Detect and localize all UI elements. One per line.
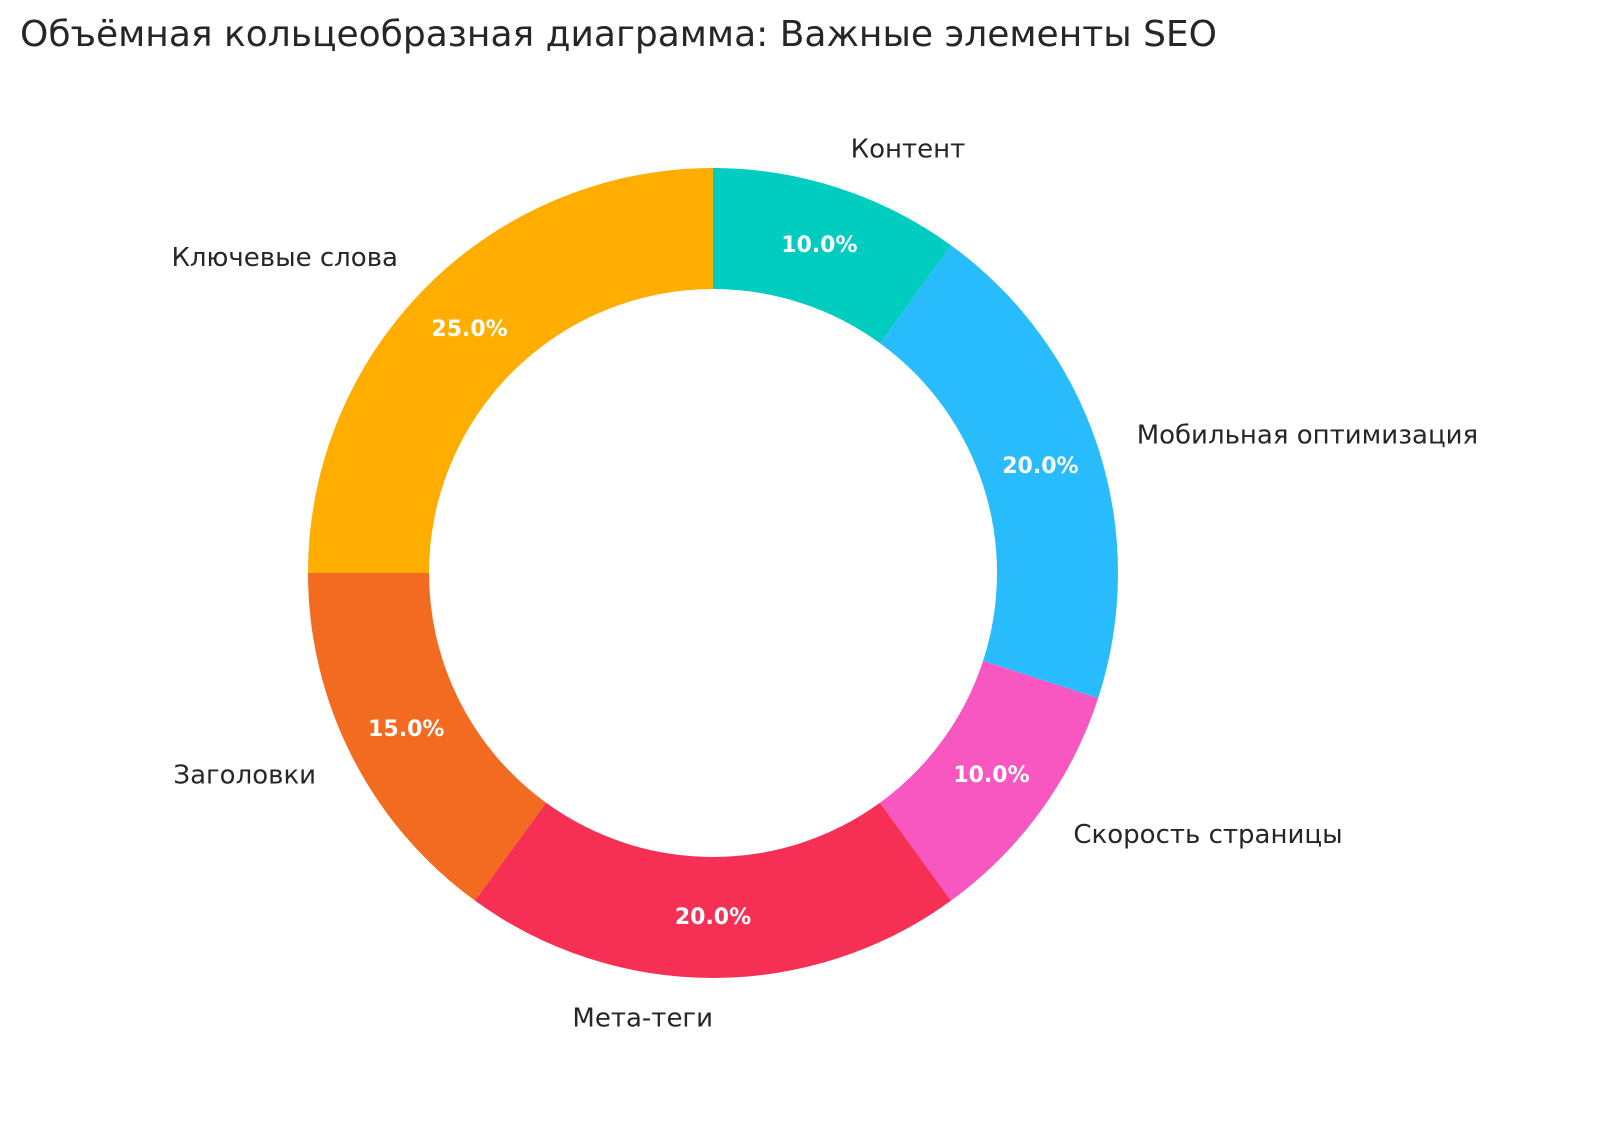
slice-label: Контент [851, 134, 966, 164]
chart-title: Объёмная кольцеобразная диаграмма: Важны… [20, 14, 1217, 55]
slice-percent-label: 25.0% [431, 317, 507, 342]
slice-label: Заголовки [173, 760, 316, 790]
donut-slice [308, 573, 547, 901]
slice-percent-label: 10.0% [953, 763, 1029, 788]
slice-percent-label: 20.0% [675, 905, 751, 930]
slice-label: Мобильная оптимизация [1137, 420, 1479, 450]
donut-slice [879, 245, 1118, 699]
donut-slice [713, 168, 952, 344]
slice-percent-label: 10.0% [781, 233, 857, 258]
donut-slice [474, 802, 952, 978]
donut-slice [879, 660, 1099, 901]
slice-percent-label: 20.0% [1002, 454, 1078, 479]
slice-label: Скорость страницы [1073, 820, 1342, 850]
slice-label: Ключевые слова [171, 243, 398, 273]
donut-slice [308, 168, 713, 573]
slice-percent-label: 15.0% [368, 717, 444, 742]
slice-label: Мета-теги [572, 1004, 713, 1034]
